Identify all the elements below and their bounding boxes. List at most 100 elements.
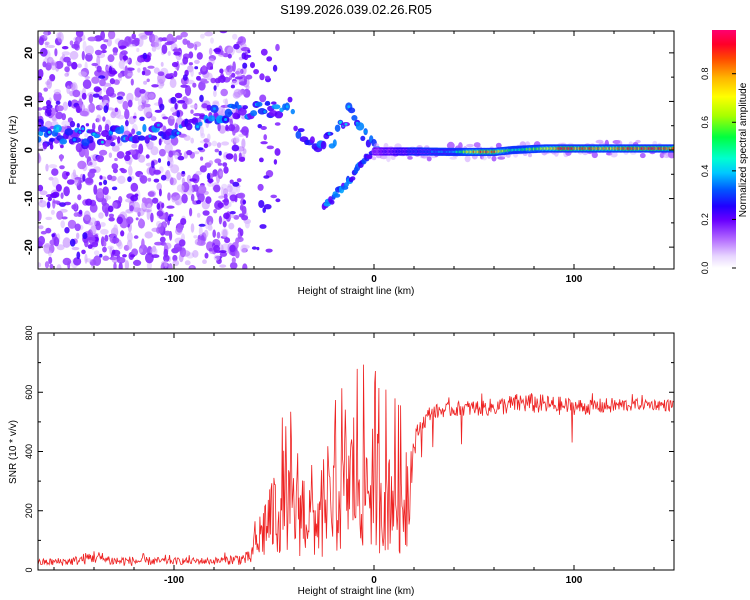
noise-cell — [163, 230, 172, 236]
y-tick-label: 400 — [24, 444, 34, 459]
noise-cell — [46, 44, 56, 49]
signal-cell — [219, 68, 224, 74]
signal-cell — [99, 175, 103, 180]
noise-cell — [188, 62, 193, 66]
signal-cell — [190, 193, 195, 202]
signal-cell — [213, 244, 221, 253]
signal-cell — [180, 218, 187, 225]
signal-cell — [186, 150, 193, 156]
noise-cell — [141, 197, 147, 204]
x-tick-label: 100 — [566, 274, 583, 285]
snr-y-label: SNR (10 * v/v) — [8, 420, 19, 484]
noise-cell — [38, 200, 47, 208]
noise-cell — [241, 126, 249, 136]
signal-cell — [109, 70, 118, 75]
band-halo-cell — [610, 151, 618, 158]
noise-cell — [183, 135, 191, 141]
snr-x-label: Height of straight line (km) — [298, 586, 415, 597]
noise-cell — [83, 210, 91, 222]
noise-cell — [64, 66, 70, 73]
noise-cell — [166, 205, 175, 209]
noise-cell — [219, 171, 224, 177]
ridge-peak-cell — [364, 130, 368, 134]
noise-cell — [147, 177, 152, 182]
signal-cell — [199, 165, 207, 173]
ridge-cell — [39, 126, 48, 133]
noise-cell — [156, 220, 162, 228]
noise-cell — [226, 65, 232, 70]
signal-cell — [71, 61, 78, 70]
ridge-cell — [355, 122, 365, 131]
ridge-cell — [297, 128, 305, 133]
noise-cell — [198, 226, 203, 237]
noise-cell — [200, 156, 204, 161]
band-halo-cell — [426, 156, 432, 162]
colorbar-tick-label: 0.0 — [700, 262, 710, 275]
signal-cell — [60, 144, 64, 149]
noise-cell — [163, 138, 172, 145]
signal-cell — [134, 193, 139, 197]
signal-cell — [259, 224, 267, 229]
ridge-cell — [295, 130, 302, 139]
signal-cell — [223, 166, 229, 174]
signal-cell — [59, 202, 66, 207]
noise-cell — [38, 107, 43, 111]
signal-cell — [96, 65, 102, 73]
signal-cell — [51, 168, 59, 176]
dispersion-cell — [350, 176, 356, 181]
noise-cell — [138, 248, 143, 253]
noise-cell — [242, 263, 248, 269]
signal-cell — [85, 123, 90, 127]
signal-cell — [87, 170, 95, 179]
noise-cell — [49, 74, 56, 82]
noise-cell — [124, 65, 128, 76]
noise-cell — [107, 245, 114, 250]
noise-cell — [131, 248, 139, 257]
noise-cell — [111, 201, 118, 209]
snr-plot-area — [38, 333, 674, 570]
band-halo-cell — [495, 142, 502, 149]
noise-cell — [71, 246, 80, 251]
colorbar-ticks: 0.0 0.2 0.4 0.6 0.8 — [700, 67, 736, 274]
signal-cell — [157, 158, 162, 163]
noise-cell — [168, 263, 173, 269]
ridge-peak-cell — [72, 138, 76, 142]
noise-cell — [38, 210, 42, 222]
signal-cell — [196, 200, 202, 205]
signal-cell — [165, 73, 172, 78]
noise-cell — [143, 209, 152, 213]
signal-cell — [209, 66, 214, 70]
snr-series-line — [38, 364, 674, 566]
signal-cell — [103, 105, 109, 114]
noise-cell — [157, 73, 166, 84]
snr-y-axis: 0 200 400 600 800 — [24, 325, 674, 573]
noise-cell — [235, 250, 240, 259]
signal-cell — [230, 84, 235, 89]
noise-cell — [73, 212, 79, 217]
ridge-cell — [136, 131, 142, 136]
noise-cell — [43, 31, 48, 39]
ridge-cell — [59, 138, 68, 145]
noise-cell — [61, 51, 71, 56]
signal-cell — [127, 176, 132, 183]
noise-cell — [236, 68, 243, 77]
noise-cell — [75, 31, 84, 38]
signal-cell — [227, 53, 232, 59]
signal-cell — [223, 212, 230, 220]
signal-cell — [257, 183, 264, 191]
noise-cell — [219, 264, 227, 268]
noise-cell — [175, 200, 180, 206]
signal-cell — [181, 171, 185, 175]
signal-cell — [204, 252, 209, 259]
noise-cell — [44, 261, 50, 269]
signal-cell — [238, 157, 246, 162]
signal-cell — [71, 43, 80, 49]
colorbar-gradient — [712, 30, 736, 268]
signal-cell — [198, 223, 206, 227]
noise-cell — [241, 138, 246, 149]
noise-cell — [39, 47, 48, 57]
noise-cell — [96, 114, 102, 123]
noise-cell — [143, 80, 148, 85]
signal-cell — [217, 76, 221, 84]
ridge-peak-cell — [263, 110, 267, 114]
